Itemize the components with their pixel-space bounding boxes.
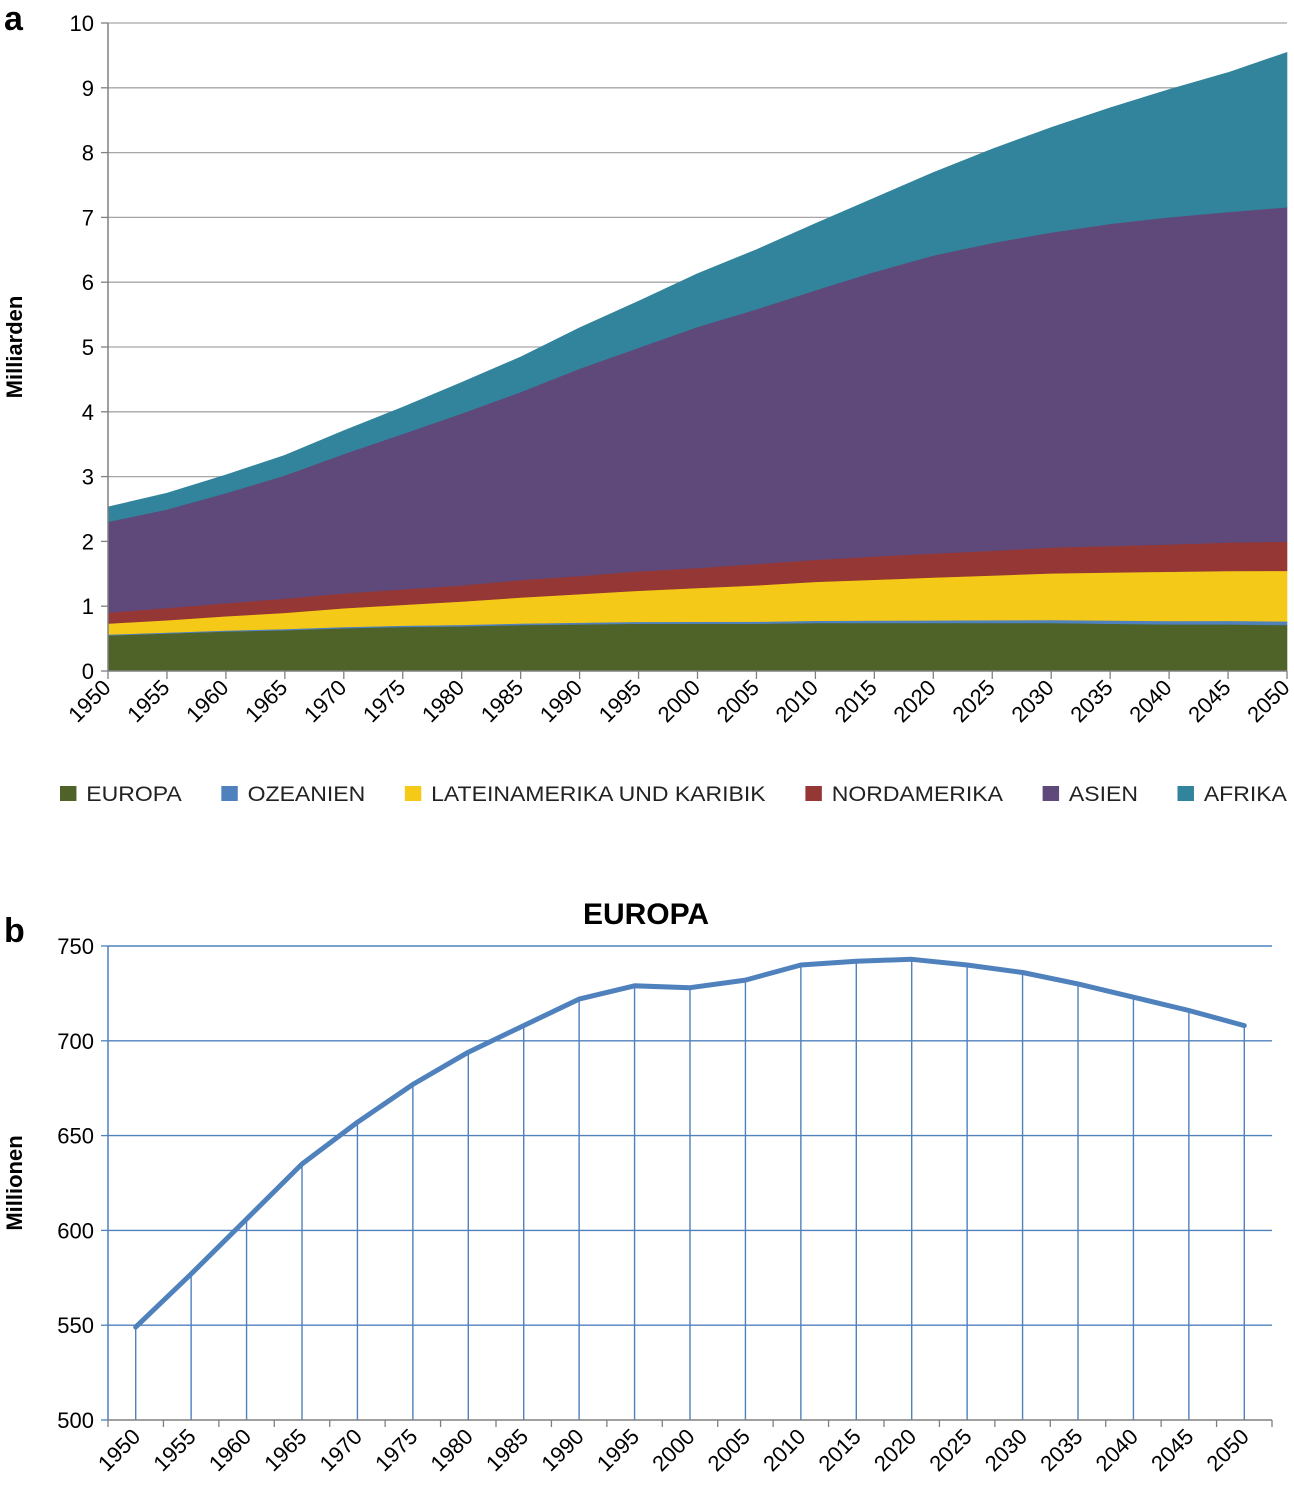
tick-label-y: 0 bbox=[82, 659, 94, 684]
tick-label-x: 1975 bbox=[358, 675, 410, 727]
tick-label-x: 1990 bbox=[536, 1424, 588, 1476]
tick-label-x: 1950 bbox=[63, 675, 115, 727]
tick-label-x: 2020 bbox=[889, 675, 941, 727]
tick-label-x: 1980 bbox=[426, 1424, 478, 1476]
panel-label-b: b bbox=[4, 912, 25, 950]
tick-label-x: 2000 bbox=[653, 675, 705, 727]
tick-label-y: 5 bbox=[82, 335, 94, 360]
tick-label-y: 6 bbox=[82, 270, 94, 295]
tick-label-x: 2015 bbox=[814, 1424, 866, 1476]
tick-label-x: 1995 bbox=[594, 675, 646, 727]
tick-label-x: 1960 bbox=[204, 1424, 256, 1476]
tick-label-y: 650 bbox=[57, 1124, 94, 1149]
tick-label-x: 2020 bbox=[869, 1424, 921, 1476]
tick-label-y: 10 bbox=[70, 11, 94, 36]
legend-swatch bbox=[404, 786, 422, 801]
tick-label-y: 750 bbox=[57, 934, 94, 959]
tick-label-x: 1970 bbox=[299, 675, 351, 727]
legend-swatch bbox=[1042, 786, 1060, 801]
chart-a-stacked-area: 0 1 2 3 4 5 6 7 8 9 10 1950 1955 1960 1965 1970 1975 1980… bbox=[2, 11, 1294, 727]
tick-label-x: 1995 bbox=[592, 1424, 644, 1476]
legend-swatch bbox=[805, 786, 822, 801]
tick-label-x: 2045 bbox=[1146, 1424, 1198, 1476]
chart-a-legend: EUROPA OZEANIEN LATEINAMERIKA UND KARIBIK N… bbox=[59, 782, 1287, 806]
area-afrika bbox=[107, 51, 1288, 523]
legend-label: ASIEN bbox=[1069, 782, 1138, 806]
tick-label-x: 1985 bbox=[481, 1424, 533, 1476]
tick-label-x: 1955 bbox=[148, 1424, 200, 1476]
y-axis-label: Milliarden bbox=[2, 296, 27, 399]
tick-label-x: 1990 bbox=[535, 675, 587, 727]
tick-label-x: 1975 bbox=[370, 1424, 422, 1476]
legend-label: LATEINAMERIKA UND KARIBIK bbox=[431, 782, 766, 806]
tick-label-x: 1980 bbox=[417, 675, 469, 727]
tick-label-x: 2005 bbox=[712, 675, 764, 727]
tick-label-y: 1 bbox=[82, 594, 94, 619]
legend-label: OZEANIEN bbox=[248, 782, 366, 806]
tick-label-x: 2035 bbox=[1035, 1424, 1087, 1476]
tick-label-y: 2 bbox=[82, 529, 94, 554]
tick-label-x: 2025 bbox=[924, 1424, 976, 1476]
tick-label-y: 8 bbox=[82, 141, 94, 166]
panel-label-a: a bbox=[4, 0, 24, 38]
tick-label-x: 2010 bbox=[758, 1424, 810, 1476]
line-series-europa bbox=[133, 956, 1247, 1330]
tick-label-y: 700 bbox=[57, 1029, 94, 1054]
tick-label-x: 1965 bbox=[240, 675, 292, 727]
legend-label: NORDAMERIKA bbox=[832, 782, 1004, 806]
tick-label-y: 9 bbox=[82, 76, 94, 101]
legend-swatch bbox=[221, 786, 238, 801]
tick-label-x: 2010 bbox=[771, 675, 823, 727]
tick-label-x: 2030 bbox=[980, 1424, 1032, 1476]
tick-label-x: 1950 bbox=[93, 1424, 145, 1476]
tick-label-x: 2050 bbox=[1242, 675, 1294, 727]
tick-label-x: 2025 bbox=[947, 675, 999, 727]
legend-label: AFRIKA bbox=[1204, 782, 1287, 806]
chart-title: EUROPA bbox=[583, 898, 709, 931]
tick-label-x: 1970 bbox=[315, 1424, 367, 1476]
tick-label-x: 2015 bbox=[830, 675, 882, 727]
legend-label: EUROPA bbox=[86, 782, 182, 806]
tick-label-y: 550 bbox=[57, 1313, 94, 1338]
y-axis-label: Millionen bbox=[2, 1135, 27, 1230]
tick-label-x: 1965 bbox=[259, 1424, 311, 1476]
tick-label-y: 7 bbox=[82, 205, 94, 230]
tick-label-y: 3 bbox=[82, 465, 94, 490]
tick-label-x: 2040 bbox=[1091, 1424, 1143, 1476]
tick-label-x: 2040 bbox=[1124, 675, 1176, 727]
tick-label-x: 2035 bbox=[1065, 675, 1117, 727]
tick-label-x: 2005 bbox=[703, 1424, 755, 1476]
tick-label-y: 600 bbox=[57, 1218, 94, 1243]
tick-label-x: 2000 bbox=[647, 1424, 699, 1476]
tick-label-x: 1960 bbox=[181, 675, 233, 727]
tick-label-x: 1985 bbox=[476, 675, 528, 727]
tick-label-x: 2045 bbox=[1183, 675, 1235, 727]
tick-label-x: 2050 bbox=[1202, 1424, 1254, 1476]
legend-swatch bbox=[59, 786, 77, 801]
legend-swatch bbox=[1177, 786, 1194, 801]
tick-label-y: 4 bbox=[82, 400, 94, 425]
tick-label-x: 2030 bbox=[1006, 675, 1058, 727]
tick-label-y: 500 bbox=[57, 1408, 94, 1433]
tick-label-x: 1955 bbox=[122, 675, 174, 727]
